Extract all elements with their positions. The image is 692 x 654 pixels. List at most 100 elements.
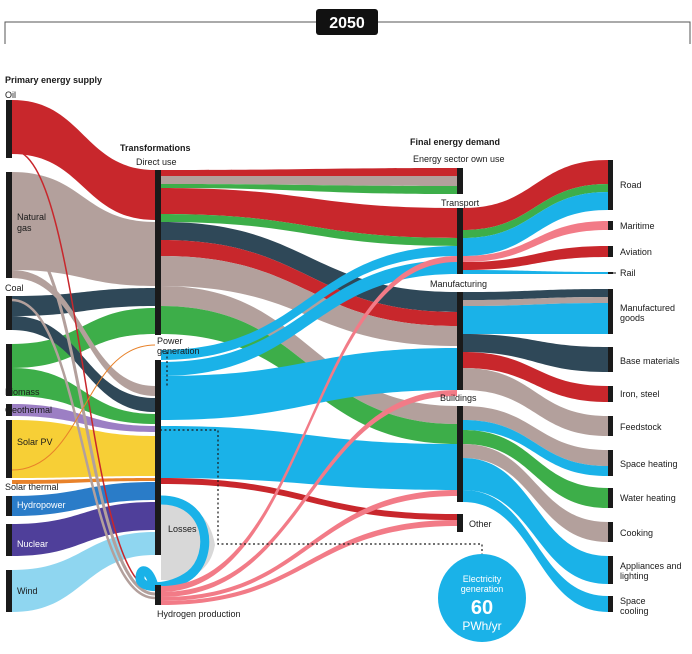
flow-bld-appliances <box>463 458 608 584</box>
label-direct-use: Direct use <box>136 157 177 167</box>
node-other <box>457 514 463 532</box>
label-space-heating: Space heating <box>620 459 678 469</box>
node-hydropower <box>6 496 12 516</box>
label-maritime: Maritime <box>620 221 655 231</box>
label-rail: Rail <box>620 268 636 278</box>
flow-h2-manufacturing <box>161 390 457 597</box>
flow-bld-heat-gas <box>463 406 608 466</box>
flow-bld-cooking <box>463 444 608 542</box>
label-aviation: Aviation <box>620 247 652 257</box>
flow-el-other <box>161 478 457 520</box>
flow-h2-buildings <box>161 490 457 601</box>
flow-el-transport <box>161 260 457 376</box>
flow-coal-direct <box>12 288 155 316</box>
label-natural-gas-1: Natural <box>17 212 46 222</box>
flow-direct-buildings-gas <box>161 286 457 424</box>
flow-direct-transport-oil <box>161 188 457 238</box>
label-natural-gas: Natural gas <box>17 212 49 233</box>
header-transformations: Transformations <box>120 143 191 153</box>
label-transport: Transport <box>441 198 480 208</box>
flow-direct-manufacturing-oil <box>161 240 457 326</box>
flow-transport-road-el <box>463 192 608 256</box>
flow-mfg-goods-coal <box>463 289 608 300</box>
label-appliances-lighting: Appliances and lighting <box>620 561 684 581</box>
flow-coal-power <box>12 316 155 412</box>
label-sc-2: cooling <box>620 606 649 616</box>
flow-biomass-direct <box>12 308 155 368</box>
flow-biomass-power <box>12 368 155 424</box>
flow-direct-ownuse-oil <box>161 168 457 176</box>
label-manufactured-goods: Manufactured goods <box>620 303 678 323</box>
label-nuclear: Nuclear <box>17 539 48 549</box>
flow-h2-transport <box>161 256 457 592</box>
label-sc-1: Space <box>620 596 646 606</box>
label-mg-2: goods <box>620 313 645 323</box>
label-manufacturing: Manufacturing <box>430 279 487 289</box>
flow-transport-maritime <box>463 221 608 262</box>
label-solar-thermal: Solar thermal <box>5 482 59 492</box>
flow-direct-manufacturing-coal <box>161 222 457 312</box>
flow-gas-direct <box>12 172 155 286</box>
flow-bld-water <box>463 430 608 508</box>
flow-transport-aviation <box>463 246 608 270</box>
flow-gas-power <box>12 270 155 396</box>
flow-oil-direct <box>12 100 155 220</box>
node-manufacturing <box>457 292 463 390</box>
label-losses: Losses <box>168 524 197 534</box>
node-oil <box>6 100 12 158</box>
flow-mfg-feedstock <box>463 368 608 436</box>
callout-line1: Electricity <box>463 574 502 584</box>
nodes <box>6 100 613 612</box>
label-road: Road <box>620 180 642 190</box>
node-aviation <box>608 246 613 257</box>
label-energy-own-use: Energy sector own use <box>413 154 505 164</box>
node-road <box>608 160 613 210</box>
node-buildings <box>457 406 463 502</box>
node-hydrogen-production <box>155 585 161 605</box>
flow-direct-ownuse-bio <box>161 184 457 194</box>
label-other: Other <box>469 519 492 529</box>
flow-electricity-hydrogen <box>135 495 210 592</box>
flow-bld-heat-el <box>463 420 608 476</box>
node-base-materials <box>608 347 613 372</box>
label-buildings: Buildings <box>440 393 477 403</box>
flow-transport-road-bio <box>463 184 608 238</box>
flow-coal-hydrogen <box>11 298 156 600</box>
label-cooking: Cooking <box>620 528 653 538</box>
label-hydrogen-production: Hydrogen production <box>157 609 241 619</box>
node-feedstock <box>608 416 613 436</box>
label-geothermal: Geothermal <box>5 405 52 415</box>
node-water-heating <box>608 488 613 508</box>
node-geothermal <box>6 404 12 416</box>
node-power-generation <box>155 360 161 555</box>
flow-el-manufacturing <box>161 348 457 420</box>
flow-hydro-power <box>12 482 155 516</box>
node-iron-steel <box>608 386 613 402</box>
node-coal <box>6 296 12 330</box>
node-solar-pv <box>6 420 12 478</box>
flow-mfg-iron <box>463 352 608 402</box>
label-power-2: generation <box>157 346 200 356</box>
label-wind: Wind <box>17 586 38 596</box>
flow-transport-road-oil <box>463 160 608 230</box>
node-appliances-lighting <box>608 556 613 584</box>
flows <box>11 100 608 612</box>
flow-bld-cooling <box>463 490 608 612</box>
electricity-callout-circle <box>438 554 526 642</box>
label-oil: Oil <box>5 90 16 100</box>
node-space-heating <box>608 450 613 476</box>
node-maritime <box>608 221 613 230</box>
callout-value: 60 <box>471 597 493 619</box>
node-direct-use <box>155 170 161 335</box>
callout-unit: PWh/yr <box>462 619 501 633</box>
label-feedstock: Feedstock <box>620 422 662 432</box>
label-coal: Coal <box>5 283 24 293</box>
callout-line2: generation <box>461 584 504 594</box>
label-power-1: Power <box>157 336 183 346</box>
node-natural-gas <box>6 172 12 278</box>
label-natural-gas-2: gas <box>17 223 32 233</box>
node-transport <box>457 208 463 274</box>
label-mg-1: Manufactured <box>620 303 675 313</box>
node-cooking <box>608 522 613 542</box>
label-solar-pv: Solar PV <box>17 437 53 447</box>
